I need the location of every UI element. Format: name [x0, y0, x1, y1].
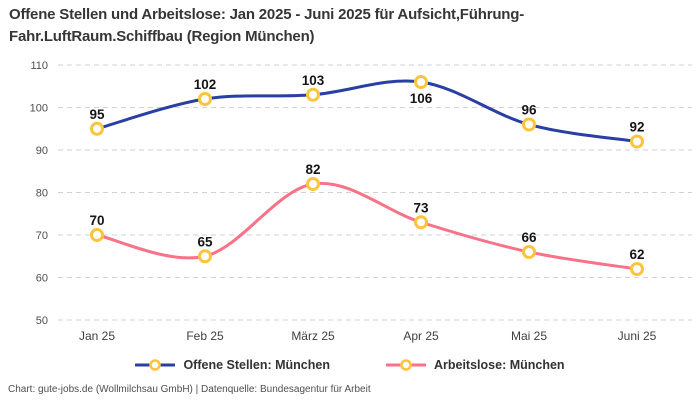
- y-axis-tick-100: 100: [30, 103, 48, 115]
- legend-item[interactable]: Offene Stellen: München: [135, 358, 330, 372]
- data-point-label: 106: [410, 91, 433, 106]
- legend-marker-icon: [385, 359, 426, 371]
- legend-label: Arbeitslose: München: [433, 358, 565, 372]
- y-axis-tick-70: 70: [36, 230, 48, 242]
- data-point-label: 82: [305, 162, 320, 177]
- data-point-marker[interactable]: [198, 249, 212, 264]
- data-point-label: 103: [302, 73, 325, 88]
- data-point-label: 66: [521, 230, 537, 245]
- data-point-marker[interactable]: [306, 87, 320, 102]
- line-chart-canvas: 110 100 90 80 70 60 50 Jan 25 Feb 25 März 25 Apr 2…: [30, 60, 692, 343]
- y-axis-tick-110: 110: [30, 60, 48, 72]
- data-point-marker[interactable]: [90, 121, 104, 136]
- chart-title: Offene Stellen und Arbeitslose: Jan 2025…: [9, 4, 524, 48]
- chart-title-line2: Fahr.LuftRaum.Schiffbau (Region München): [9, 27, 315, 45]
- y-axis-tick-90: 90: [36, 145, 48, 157]
- series-line: [95, 79, 639, 143]
- y-axis-tick-60: 60: [36, 273, 48, 285]
- data-point-label: 102: [194, 77, 217, 92]
- x-axis-tick: März 25: [291, 329, 335, 343]
- data-point-marker[interactable]: [630, 262, 644, 276]
- x-axis-tick: Jan 25: [79, 329, 115, 343]
- chart-attribution: Chart: gute-jobs.de (Wollmilchsau GmbH) …: [8, 384, 371, 395]
- data-point-label: 73: [413, 200, 429, 215]
- legend-label: Offene Stellen: München: [183, 358, 330, 372]
- x-axis-tick: Apr 25: [403, 329, 439, 343]
- legend-ring: [149, 359, 162, 371]
- data-point-label: 96: [521, 103, 537, 118]
- data-point-label: 65: [197, 234, 213, 249]
- data-point-marker[interactable]: [198, 92, 212, 106]
- x-axis-tick: Feb 25: [186, 329, 224, 343]
- data-point-marker[interactable]: [414, 215, 428, 230]
- chart-legend: Offene Stellen: München Arbeitslose: Münc…: [0, 358, 700, 372]
- data-point-marker[interactable]: [522, 245, 536, 259]
- legend-item[interactable]: Arbeitslose: München: [385, 358, 565, 372]
- chart-title-line1: Offene Stellen und Arbeitslose: Jan 2025…: [9, 6, 525, 23]
- data-point-marker[interactable]: [306, 177, 320, 191]
- data-point-label: 95: [89, 107, 105, 122]
- data-point-marker[interactable]: [90, 228, 104, 242]
- data-point-label: 70: [89, 213, 104, 228]
- series-line: [95, 181, 639, 271]
- data-point-marker[interactable]: [414, 75, 428, 89]
- data-point-marker[interactable]: [522, 117, 536, 132]
- x-axis-tick: Mai 25: [511, 329, 547, 343]
- x-axis-tick: Juni 25: [618, 329, 657, 343]
- data-point-label: 92: [629, 120, 644, 135]
- data-point-label: 62: [629, 247, 644, 262]
- y-axis-tick-50: 50: [36, 315, 48, 327]
- data-point-marker[interactable]: [630, 134, 644, 149]
- y-axis-tick-80: 80: [36, 188, 48, 200]
- legend-marker-icon: [135, 359, 176, 371]
- legend-ring: [400, 359, 412, 371]
